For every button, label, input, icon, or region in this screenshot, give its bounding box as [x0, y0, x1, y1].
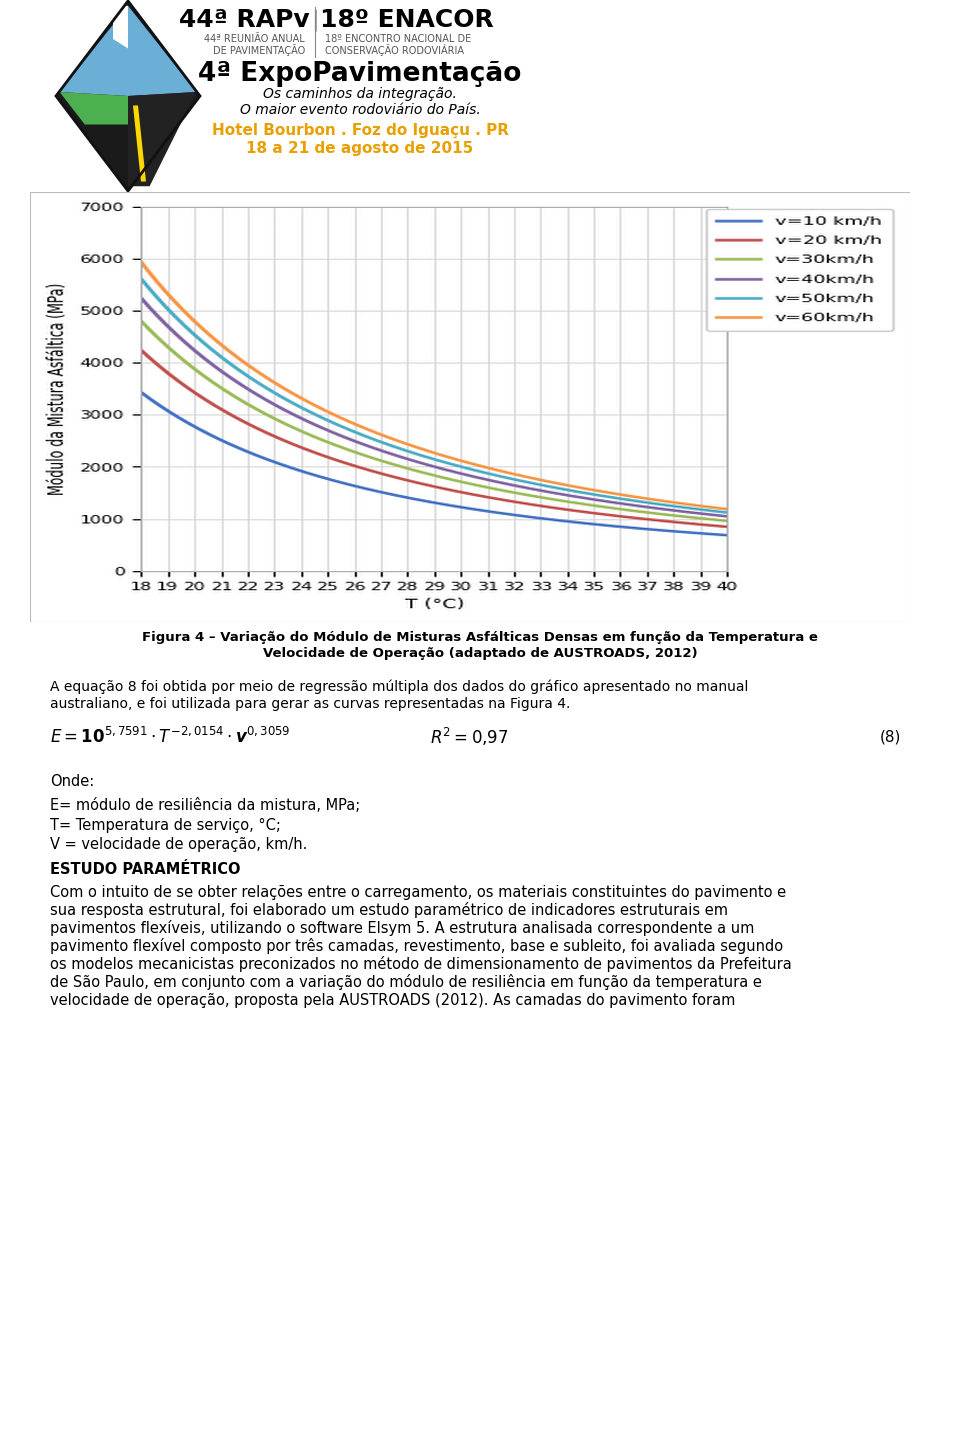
- Text: velocidade de operação, proposta pela AUSTROADS (2012). As camadas do pavimento : velocidade de operação, proposta pela AU…: [50, 992, 735, 1008]
- Text: A equação 8 foi obtida por meio de regressão múltipla dos dados do gráfico apres: A equação 8 foi obtida por meio de regre…: [50, 680, 749, 695]
- Text: |: |: [311, 9, 319, 30]
- Text: Com o intuito de se obter relações entre o carregamento, os materiais constituin: Com o intuito de se obter relações entre…: [50, 885, 786, 899]
- Text: Velocidade de Operação (adaptado de AUSTROADS, 2012): Velocidade de Operação (adaptado de AUST…: [263, 647, 697, 660]
- Polygon shape: [128, 92, 197, 186]
- Polygon shape: [60, 6, 197, 96]
- Text: 44ª REUNIÃO ANUAL: 44ª REUNIÃO ANUAL: [204, 34, 305, 44]
- Text: E= módulo de resiliência da mistura, MPa;: E= módulo de resiliência da mistura, MPa…: [50, 798, 360, 812]
- Text: pavimentos flexíveis, utilizando o software Elsym 5. A estrutura analisada corre: pavimentos flexíveis, utilizando o softw…: [50, 919, 755, 937]
- Text: australiano, e foi utilizada para gerar as curvas representadas na Figura 4.: australiano, e foi utilizada para gerar …: [50, 697, 570, 712]
- Text: os modelos mecanicistas preconizados no método de dimensionamento de pavimentos : os modelos mecanicistas preconizados no …: [50, 957, 792, 972]
- Text: O maior evento rodoviário do País.: O maior evento rodoviário do País.: [240, 103, 480, 117]
- Text: 4ª ExpoPavimentação: 4ª ExpoPavimentação: [199, 62, 521, 87]
- Text: ESTUDO PARAMÉTRICO: ESTUDO PARAMÉTRICO: [50, 862, 241, 878]
- Text: Figura 4 – Variação do Módulo de Misturas Asfálticas Densas em função da Tempera: Figura 4 – Variação do Módulo de Mistura…: [142, 630, 818, 643]
- Text: pavimento flexível composto por três camadas, revestimento, base e subleito, foi: pavimento flexível composto por três cam…: [50, 938, 783, 954]
- Polygon shape: [56, 1, 200, 190]
- Text: 44ª RAPv: 44ª RAPv: [180, 9, 310, 32]
- Text: 18º ENCONTRO NACIONAL DE: 18º ENCONTRO NACIONAL DE: [325, 34, 471, 44]
- Text: $E = \mathbf{10}^{5,7591} \cdot \mathit{T}^{-2,0154} \cdot \boldsymbol{v}^{0,305: $E = \mathbf{10}^{5,7591} \cdot \mathit{…: [50, 727, 290, 748]
- Text: DE PAVIMENTAÇÃO: DE PAVIMENTAÇÃO: [213, 44, 305, 56]
- Text: (8): (8): [880, 729, 901, 745]
- Text: $R^2 = 0{,}97$: $R^2 = 0{,}97$: [430, 726, 509, 748]
- Polygon shape: [113, 6, 128, 49]
- Text: T= Temperatura de serviço, °C;: T= Temperatura de serviço, °C;: [50, 818, 281, 832]
- Text: V = velocidade de operação, km/h.: V = velocidade de operação, km/h.: [50, 838, 307, 852]
- Text: de São Paulo, em conjunto com a variação do módulo de resiliência em função da t: de São Paulo, em conjunto com a variação…: [50, 974, 762, 990]
- Text: CONSERVAÇÃO RODOVIÁRIA: CONSERVAÇÃO RODOVIÁRIA: [325, 44, 464, 56]
- Text: Os caminhos da integração.: Os caminhos da integração.: [263, 87, 457, 102]
- Text: 18 a 21 de agosto de 2015: 18 a 21 de agosto de 2015: [247, 140, 473, 156]
- Polygon shape: [60, 92, 128, 125]
- Text: 18º ENACOR: 18º ENACOR: [320, 9, 493, 32]
- Text: sua resposta estrutural, foi elaborado um estudo paramétrico de indicadores estr: sua resposta estrutural, foi elaborado u…: [50, 902, 728, 918]
- Polygon shape: [133, 106, 146, 182]
- Text: Hotel Bourbon . Foz do Iguaçu . PR: Hotel Bourbon . Foz do Iguaçu . PR: [211, 123, 509, 137]
- Text: Onde:: Onde:: [50, 775, 94, 789]
